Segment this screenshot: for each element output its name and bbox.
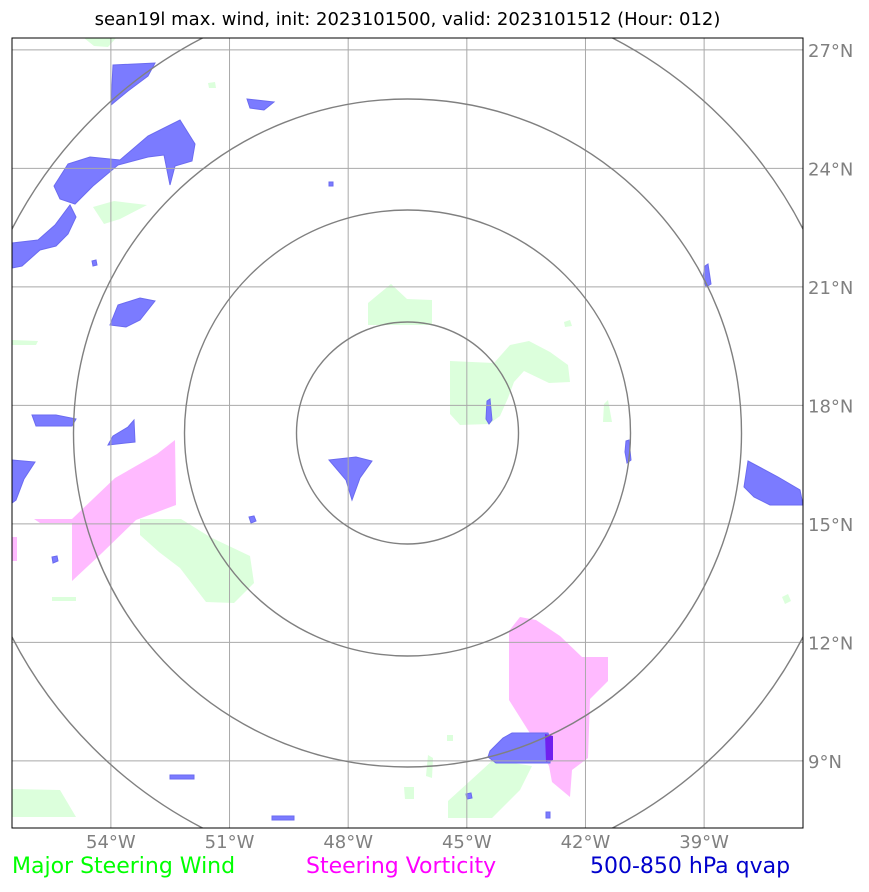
wind-area — [782, 594, 791, 604]
qvap-area — [246, 98, 276, 111]
steering-vorticity-areas — [12, 440, 608, 797]
qvap-area — [53, 119, 196, 205]
qvap-peak-area — [545, 734, 553, 762]
lon-tick-label: 42°W — [561, 832, 611, 853]
wind-area — [12, 789, 76, 817]
qvap-area — [51, 555, 59, 564]
lat-tick-label: 27°N — [808, 41, 853, 62]
vorticity-area — [12, 537, 17, 561]
qvap-area — [169, 774, 195, 780]
wind-area — [84, 38, 116, 47]
qvap-area — [271, 815, 295, 821]
legend-major-steering-wind: Major Steering Wind — [12, 854, 236, 879]
wind-area — [52, 597, 76, 601]
qvap-area — [545, 811, 551, 819]
qvap-areas — [12, 62, 803, 821]
wind-area — [448, 760, 532, 818]
qvap-area — [328, 456, 373, 502]
wind-area — [93, 201, 147, 224]
wind-area — [404, 787, 414, 799]
wind-area — [564, 320, 572, 327]
lat-tick-label: 18°N — [808, 396, 853, 417]
lon-tick-label: 39°W — [679, 832, 729, 853]
qvap-area — [110, 62, 156, 107]
lon-tick-label: 51°W — [205, 832, 255, 853]
lon-tick-label: 54°W — [86, 832, 136, 853]
qvap-area — [248, 515, 257, 524]
qvap-area — [109, 297, 156, 328]
wind-area — [12, 340, 38, 345]
qvap-area — [107, 418, 136, 446]
vorticity-area — [509, 617, 608, 797]
vorticity-area — [72, 440, 176, 581]
lat-tick-label: 21°N — [808, 278, 853, 299]
lat-tick-label: 9°N — [808, 752, 842, 773]
distance-ring — [72, 98, 743, 768]
qvap-area — [328, 181, 334, 187]
distance-ring — [295, 321, 520, 545]
tick-labels: 54°W 51°W 48°W 45°W 42°W 39°W 27°N 24°N 21°N 18°N… — [86, 41, 853, 853]
legend-qvap: 500-850 hPa qvap — [590, 854, 791, 879]
vorticity-area — [34, 519, 72, 523]
qvap-area — [12, 204, 77, 269]
lon-tick-label: 48°W — [323, 832, 373, 853]
wind-area — [140, 519, 254, 603]
lat-tick-label: 24°N — [808, 159, 853, 180]
qvap-area — [91, 259, 98, 267]
plot-area — [12, 38, 803, 828]
map-frame — [11, 37, 804, 829]
wind-area — [368, 284, 432, 325]
map-title: sean19l max. wind, init: 2023101500, val… — [94, 9, 721, 30]
wind-area — [450, 341, 570, 425]
wind-area — [208, 82, 216, 88]
qvap-area — [12, 459, 36, 504]
lat-tick-label: 12°N — [808, 633, 853, 654]
distance-ring — [183, 209, 632, 657]
gridlines — [12, 38, 803, 828]
qvap-area — [31, 414, 77, 427]
lon-tick-label: 45°W — [442, 832, 492, 853]
wind-area — [603, 400, 612, 422]
qvap-area — [743, 460, 803, 506]
distance-rings — [12, 38, 803, 828]
legend-steering-vorticity: Steering Vorticity — [306, 854, 497, 879]
wind-area — [447, 735, 453, 741]
lat-tick-label: 15°N — [808, 515, 853, 536]
